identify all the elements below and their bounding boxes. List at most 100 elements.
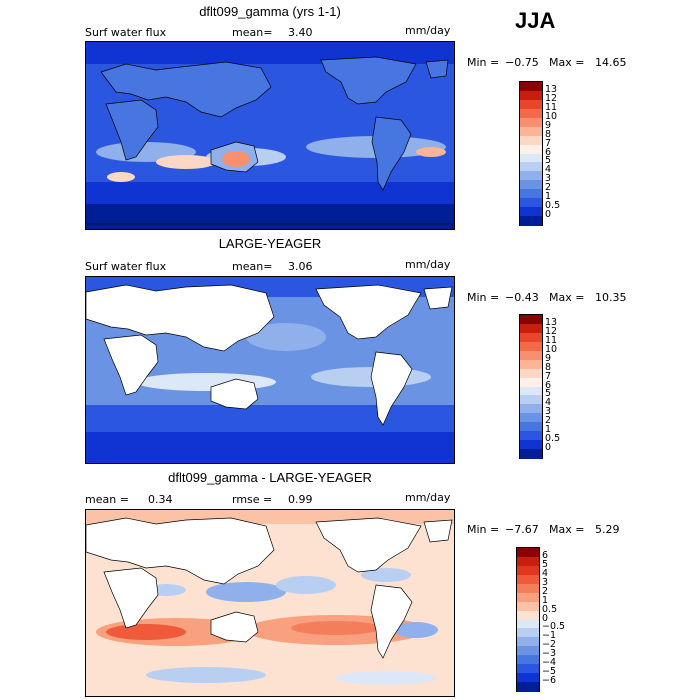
colorbar-segment (517, 601, 539, 612)
colorbar-segment (520, 377, 542, 387)
colorbar-tick-label: 4 (542, 567, 549, 579)
colorbar-segment (517, 592, 539, 603)
colorbar-segment (520, 162, 542, 172)
panel-3-map (85, 509, 455, 697)
panel-3-rmse-value: 0.99 (288, 493, 313, 506)
colorbar-segment (517, 682, 539, 692)
colorbar-tick-label: 12 (545, 325, 558, 337)
colorbar-segment (520, 180, 542, 190)
panel-3-min-value: −7.67 (505, 523, 539, 536)
colorbar-segment (520, 440, 542, 450)
colorbar-segment (520, 413, 542, 423)
panel-1-variable-label: Surf water flux (85, 26, 167, 39)
panel-2-units: mm/day (405, 258, 451, 271)
colorbar-segment (517, 637, 539, 647)
panel-1-max-label: Max = (549, 56, 585, 69)
colorbar-tick-label: −0.5 (542, 621, 566, 633)
panel-1-map (85, 41, 455, 230)
colorbar-tick-label: 7 (545, 137, 552, 149)
panel-1-map-svg (86, 42, 454, 229)
colorbar-segment (520, 323, 542, 334)
colorbar-segment (517, 655, 539, 665)
colorbar-tick-label: 10 (545, 343, 558, 355)
colorbar-tick-label: −2 (542, 639, 557, 651)
colorbar-segment (520, 404, 542, 414)
colorbar-segment (517, 619, 539, 629)
panel-1-title: dflt099_gamma (yrs 1-1) (199, 4, 341, 19)
colorbar-segment (520, 341, 542, 352)
panel-1-min-value: −0.75 (505, 56, 539, 69)
panel-3-min-label: Min = (467, 523, 500, 536)
colorbar-tick-label: 9 (545, 352, 552, 364)
colorbar-tick-label: 13 (545, 316, 558, 328)
panel-1-mean-label: mean= (232, 26, 273, 39)
colorbar-segment (517, 664, 539, 674)
colorbar-tick-label: 3 (545, 173, 552, 185)
colorbar-segment (520, 386, 542, 396)
panel-2-mean-value: 3.06 (288, 260, 313, 273)
colorbar-tick-label: 11 (545, 334, 558, 346)
colorbar-tick-label: −3 (542, 648, 557, 660)
colorbar-segment (520, 171, 542, 181)
colorbar-segment (520, 135, 542, 146)
panel-2-min-label: Min = (467, 291, 500, 304)
panel-1-max-value: 14.65 (595, 56, 627, 69)
colorbar-tick-label: 4 (545, 164, 552, 176)
colorbar-tick-label: 4 (545, 397, 552, 409)
panel-1-mean-value: 3.40 (288, 26, 313, 39)
colorbar-tick-label: 5 (545, 388, 552, 400)
panel-2-min-value: −0.43 (505, 291, 539, 304)
colorbar-segment (517, 565, 539, 576)
panel-3-mean-label: mean = (85, 493, 129, 506)
colorbar-tick-label: 9 (545, 119, 552, 131)
colorbar-segment (520, 198, 542, 208)
panel-1-units: mm/day (405, 24, 451, 37)
colorbar-tick-label: 0.5 (545, 200, 561, 212)
panel-2-variable-label: Surf water flux (85, 260, 167, 273)
panel-3-max-label: Max = (549, 523, 585, 536)
colorbar-segment (520, 350, 542, 361)
colorbar-segment (520, 332, 542, 343)
colorbar-tick-label: 2 (545, 182, 552, 194)
colorbar-tick-label: −6 (542, 675, 557, 687)
colorbar-segment (517, 548, 539, 558)
colorbar-tick-label: −4 (542, 657, 557, 669)
colorbar-tick-label: 11 (545, 101, 558, 113)
colorbar-tick-label: 5 (545, 155, 552, 167)
colorbar-tick-label: 6 (545, 379, 552, 391)
panel-3-colorbar (516, 547, 540, 692)
colorbar-segment (520, 153, 542, 163)
colorbar-segment (520, 117, 542, 128)
colorbar-tick-label: 2 (545, 415, 552, 427)
colorbar-segment (520, 144, 542, 154)
panel-1-min-label: Min = (467, 56, 500, 69)
panel-3-mean-value: 0.34 (148, 493, 173, 506)
colorbar-tick-label: 2 (542, 585, 549, 597)
colorbar-tick-label: 10 (545, 110, 558, 122)
panel-2-max-value: 10.35 (595, 291, 627, 304)
colorbar-segment (520, 108, 542, 119)
panel-2-max-label: Max = (549, 291, 585, 304)
colorbar-tick-label: 6 (542, 549, 549, 561)
colorbar-tick-label: −1 (542, 630, 557, 642)
colorbar-tick-label: 8 (545, 361, 552, 373)
colorbar-tick-label: 5 (542, 558, 549, 570)
colorbar-tick-label: 0 (545, 209, 552, 221)
colorbar-segment (520, 359, 542, 370)
colorbar-segment (517, 556, 539, 567)
panel-3-map-svg (86, 510, 454, 696)
colorbar-segment (517, 646, 539, 656)
colorbar-tick-label: 0.5 (542, 603, 558, 615)
colorbar-segment (517, 574, 539, 585)
panel-2-map (85, 276, 455, 464)
colorbar-tick-label: 3 (545, 406, 552, 418)
colorbar-tick-label: 7 (545, 370, 552, 382)
season-label: JJA (515, 8, 556, 33)
colorbar-segment (520, 315, 542, 325)
colorbar-tick-label: −5 (542, 666, 557, 678)
panel-3-rmse-label: rmse = (232, 493, 273, 506)
colorbar-tick-label: 1 (545, 191, 552, 203)
colorbar-segment (520, 422, 542, 432)
colorbar-segment (520, 216, 542, 226)
colorbar-tick-label: 1 (545, 424, 552, 436)
